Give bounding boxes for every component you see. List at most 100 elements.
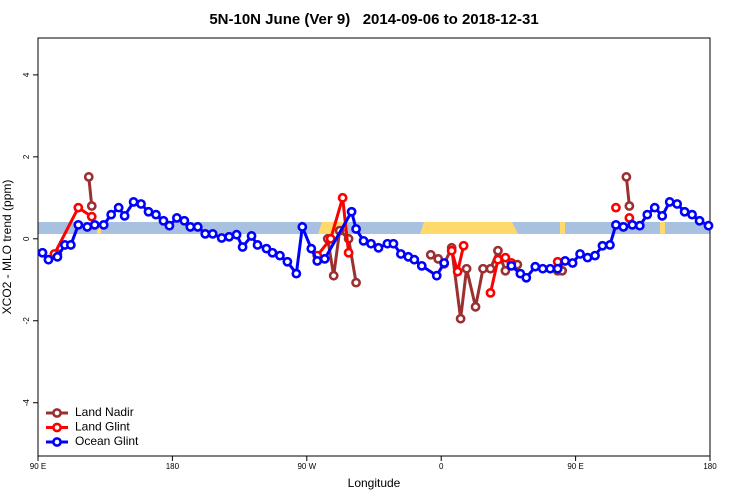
point bbox=[621, 172, 632, 182]
point bbox=[409, 254, 420, 265]
point bbox=[703, 220, 714, 231]
point bbox=[611, 202, 621, 213]
point bbox=[185, 222, 196, 232]
point bbox=[358, 235, 369, 246]
x-tick-label: 90 W bbox=[297, 462, 316, 471]
point bbox=[597, 240, 608, 251]
point bbox=[687, 209, 697, 220]
point bbox=[431, 270, 442, 281]
point bbox=[282, 256, 293, 267]
point bbox=[346, 206, 357, 217]
point bbox=[179, 215, 190, 226]
point bbox=[171, 213, 182, 223]
point bbox=[649, 202, 660, 213]
point bbox=[192, 222, 203, 232]
point bbox=[446, 245, 457, 256]
point bbox=[679, 206, 690, 217]
point bbox=[560, 256, 571, 266]
point bbox=[325, 233, 336, 244]
point bbox=[582, 252, 593, 263]
point bbox=[567, 258, 578, 268]
point bbox=[530, 261, 541, 272]
point bbox=[485, 263, 496, 274]
point bbox=[143, 206, 154, 217]
point bbox=[164, 220, 175, 231]
point bbox=[624, 201, 635, 211]
x-tick-label: 0 bbox=[439, 462, 444, 471]
point bbox=[694, 215, 705, 226]
y-tick-label: -2 bbox=[22, 317, 31, 325]
background-band bbox=[38, 222, 710, 234]
point bbox=[136, 199, 146, 209]
point bbox=[98, 219, 109, 230]
series-line bbox=[87, 176, 631, 319]
point bbox=[328, 270, 339, 281]
point bbox=[493, 254, 503, 265]
point bbox=[618, 222, 629, 232]
point bbox=[590, 250, 600, 261]
point bbox=[86, 201, 97, 211]
point bbox=[500, 265, 511, 276]
point bbox=[521, 272, 532, 283]
series-line bbox=[54, 198, 629, 293]
point bbox=[461, 263, 472, 274]
point bbox=[73, 219, 84, 230]
land-patch bbox=[420, 222, 518, 234]
legend-marker bbox=[52, 408, 62, 418]
point bbox=[89, 219, 100, 230]
point bbox=[416, 260, 427, 271]
point bbox=[237, 242, 248, 252]
point bbox=[485, 287, 496, 298]
point bbox=[128, 197, 139, 207]
legend-marker bbox=[52, 437, 62, 447]
land-patch bbox=[660, 222, 665, 234]
point bbox=[337, 192, 348, 203]
x-tick-label: 90 E bbox=[30, 462, 46, 471]
point bbox=[552, 263, 563, 274]
point bbox=[439, 258, 450, 268]
point bbox=[458, 240, 469, 251]
x-tick-label: 180 bbox=[166, 462, 180, 471]
point bbox=[672, 199, 683, 209]
point bbox=[65, 240, 76, 250]
ocean-band bbox=[38, 222, 710, 234]
point bbox=[82, 222, 93, 232]
point bbox=[642, 209, 653, 220]
point bbox=[306, 243, 317, 254]
legend-marker bbox=[52, 422, 62, 433]
point bbox=[627, 219, 638, 230]
point bbox=[455, 313, 466, 324]
point bbox=[351, 277, 361, 288]
point bbox=[83, 172, 94, 182]
point bbox=[319, 253, 330, 264]
point bbox=[73, 202, 84, 213]
point bbox=[506, 260, 517, 271]
point bbox=[291, 268, 302, 279]
point bbox=[200, 228, 211, 239]
point bbox=[275, 250, 285, 261]
point bbox=[207, 228, 218, 239]
point bbox=[246, 231, 257, 241]
y-axis-label: XCO2 - MLO trend (ppm) bbox=[0, 180, 14, 315]
point bbox=[478, 263, 488, 274]
legend-label: Ocean Glint bbox=[75, 434, 139, 448]
point bbox=[575, 249, 585, 259]
point bbox=[151, 209, 161, 220]
point bbox=[86, 211, 97, 222]
point bbox=[425, 249, 436, 260]
chart-title: 5N-10N June (Ver 9) 2014-09-06 to 2018-1… bbox=[209, 11, 538, 28]
point bbox=[106, 209, 117, 220]
point bbox=[657, 210, 668, 221]
plot-frame bbox=[37, 37, 711, 457]
point bbox=[297, 222, 308, 232]
point bbox=[373, 242, 384, 253]
point bbox=[388, 238, 399, 249]
point bbox=[500, 252, 511, 263]
point bbox=[158, 215, 169, 226]
point bbox=[267, 247, 278, 258]
point bbox=[43, 254, 54, 265]
land-patch bbox=[560, 222, 565, 234]
point bbox=[545, 263, 556, 274]
point bbox=[605, 240, 615, 250]
